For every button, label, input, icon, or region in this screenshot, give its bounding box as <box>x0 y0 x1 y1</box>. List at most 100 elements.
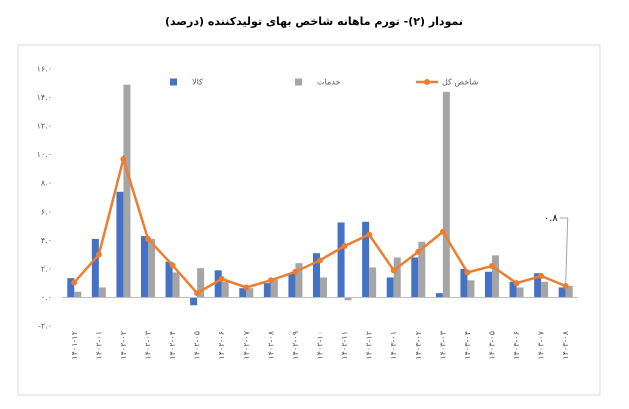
bar <box>148 238 155 298</box>
line-marker <box>169 262 176 269</box>
bar <box>418 241 426 298</box>
bar <box>98 287 106 298</box>
line-marker <box>415 248 422 255</box>
x-tick-label: ۱۴۰۳-۰۴ <box>463 331 472 360</box>
x-tick-label: ۱۴۰۱-۱۲ <box>70 331 79 360</box>
line-marker <box>538 273 545 280</box>
bar <box>386 277 394 298</box>
bar <box>485 271 492 298</box>
bar <box>313 253 320 298</box>
line-marker <box>71 279 78 286</box>
bar <box>141 236 148 298</box>
x-tick-label: ۱۴۰۳-۰۷ <box>537 330 546 359</box>
x-tick-label: ۱۴۰۲-۰۵ <box>193 331 202 360</box>
bar <box>492 255 499 298</box>
bar <box>467 280 475 298</box>
line-marker <box>267 277 274 284</box>
bar <box>369 267 377 298</box>
line-marker <box>317 257 323 264</box>
y-tick-label: ۲.۰ <box>41 264 52 273</box>
bar <box>565 286 573 298</box>
x-tick-label: ۱۴۰۳-۰۲ <box>414 331 423 360</box>
x-tick-label: ۱۴۰۳-۰۱ <box>389 331 398 360</box>
bar <box>541 281 549 298</box>
x-tick-label: ۱۴۰۲-۱۰ <box>316 331 325 360</box>
x-tick-label: ۱۴۰۲-۱۲ <box>365 331 374 360</box>
y-tick-label: ۱۰.۰ <box>37 150 52 159</box>
chart-title: نمودار (۲)- تورم ماهانه شاخص بهای تولیدک… <box>165 15 463 28</box>
bar <box>74 291 82 298</box>
y-tick-label: ۱۴.۰ <box>37 93 52 102</box>
bar <box>362 221 370 298</box>
bar <box>123 84 131 298</box>
x-tick-label: ۱۴۰۳-۰۵ <box>488 331 497 360</box>
bar <box>67 278 75 298</box>
bar <box>516 287 524 298</box>
bar <box>320 277 327 298</box>
bar <box>270 279 278 298</box>
bar <box>190 297 198 306</box>
bar <box>91 238 99 298</box>
data-label: ۰.۸ <box>544 213 559 224</box>
line-marker <box>464 269 471 276</box>
bar <box>460 268 468 298</box>
line-marker <box>218 275 225 282</box>
bar <box>393 257 401 298</box>
x-tick-label: ۱۴۰۳-۰۶ <box>512 331 521 360</box>
line-marker <box>489 263 495 270</box>
bar <box>435 293 443 298</box>
line-marker <box>145 235 151 242</box>
bar <box>411 257 419 298</box>
y-tick-label: ۶.۰ <box>41 207 52 216</box>
y-tick-label: ۴.۰ <box>41 236 52 245</box>
bar <box>295 263 303 298</box>
bar <box>288 273 296 298</box>
line-marker <box>243 284 250 291</box>
chart-frame <box>17 44 601 396</box>
bar <box>337 222 345 298</box>
line-marker <box>439 228 446 235</box>
legend-swatch <box>170 78 177 86</box>
line-marker <box>95 251 102 258</box>
line-marker <box>366 231 373 238</box>
x-tick-label: ۱۴۰۲-۰۷ <box>242 330 251 359</box>
x-tick-label: ۱۴۰۳-۰۳ <box>438 330 447 359</box>
legend-label: کالا <box>192 78 203 87</box>
line-marker <box>390 267 397 274</box>
legend-label: شاخص کل <box>442 78 479 87</box>
legend-swatch <box>295 78 302 86</box>
x-tick-label: ۱۴۰۲-۰۴ <box>168 331 177 360</box>
y-tick-label: ۸.۰ <box>41 179 52 188</box>
line-marker <box>341 243 348 250</box>
bar <box>197 268 205 298</box>
y-tick-label: -۲.۰ <box>38 322 52 331</box>
bar <box>534 273 542 298</box>
line-marker <box>292 268 299 275</box>
x-tick-label: ۱۴۰۲-۰۳ <box>144 330 153 359</box>
bar <box>442 91 450 298</box>
bar <box>558 287 566 298</box>
line-marker <box>120 155 127 162</box>
x-tick-label: ۱۴۰۲-۰۱ <box>94 331 103 360</box>
bar <box>221 281 229 298</box>
line-marker <box>562 283 569 290</box>
bar <box>239 288 247 298</box>
y-tick-label: ۰.۰ <box>41 293 52 302</box>
bar <box>263 283 271 298</box>
x-tick-label: ۱۴۰۲-۰۸ <box>266 330 275 359</box>
x-tick-label: ۱۴۰۳-۰۸ <box>561 330 570 359</box>
x-tick-label: ۱۴۰۲-۰۹ <box>291 331 300 360</box>
line-marker <box>194 290 201 297</box>
bar <box>116 191 124 298</box>
legend-label: خدمات <box>317 78 340 87</box>
legend-swatch <box>424 79 430 85</box>
line-marker <box>513 280 520 287</box>
x-tick-label: ۱۴۰۲-۱۱ <box>340 331 349 360</box>
bar <box>246 288 254 298</box>
bar <box>509 281 517 298</box>
y-tick-label: ۱۶.۰ <box>37 65 52 74</box>
bar <box>344 297 352 301</box>
bar <box>214 270 222 298</box>
bar <box>165 261 173 298</box>
